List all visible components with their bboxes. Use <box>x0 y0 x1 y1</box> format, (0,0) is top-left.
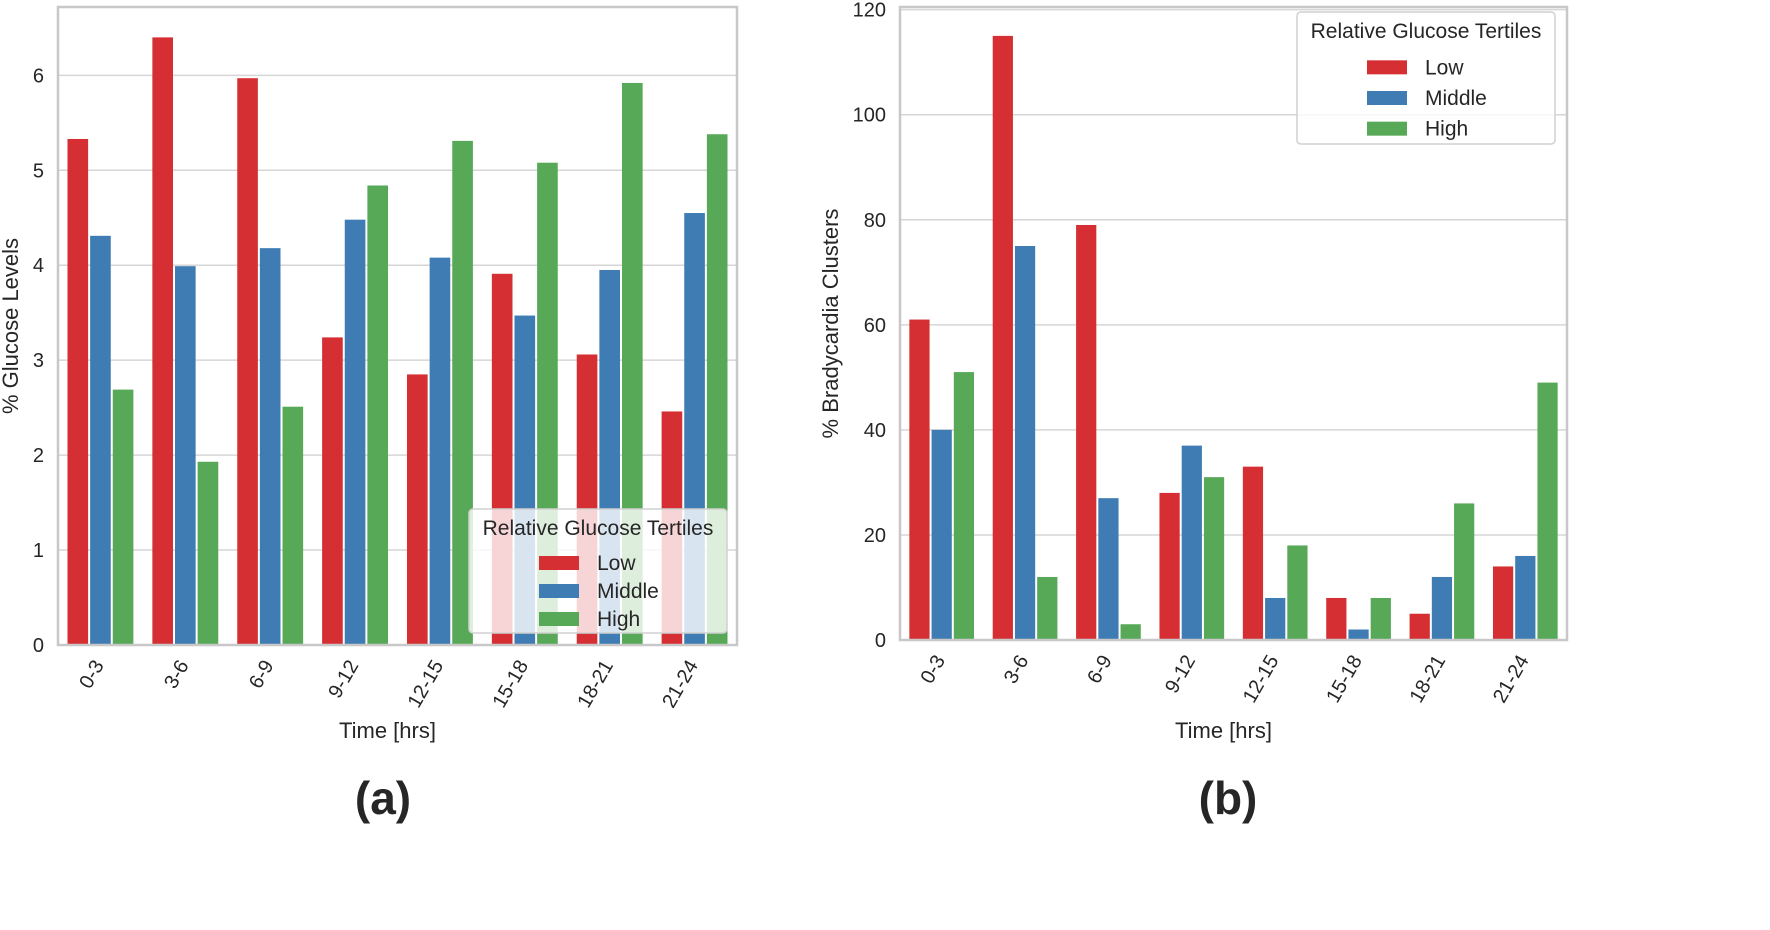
y-tick-label: 40 <box>864 420 886 442</box>
x-tick-label: 9-12 <box>1161 652 1200 698</box>
bar-low-18-21 <box>1409 613 1430 640</box>
legend: Relative Glucose Tertiles Low Middle High <box>1296 11 1556 145</box>
bar-low-6-9 <box>237 78 258 645</box>
x-tick-label: 18-21 <box>573 657 618 712</box>
bar-high-3-6 <box>197 461 219 645</box>
legend-swatch-high <box>539 612 579 626</box>
plot-frame <box>56 5 739 647</box>
bar-high-9-12 <box>1203 477 1225 640</box>
legend: Relative Glucose Tertiles Low Middle High <box>468 508 728 634</box>
y-tick-label: 3 <box>33 350 44 372</box>
legend-swatch-middle <box>1367 91 1407 105</box>
y-axis-label: % Bradycardia Clusters <box>818 209 843 439</box>
x-tick-label: 18-21 <box>1406 652 1451 707</box>
y-tick-label: 1 <box>33 540 44 562</box>
x-tick-label: 6-9 <box>1083 652 1117 688</box>
y-tick-label: 2 <box>33 445 44 467</box>
bar-low-12-15 <box>406 374 428 645</box>
legend-title: Relative Glucose Tertiles <box>483 517 714 540</box>
x-tick-label: 3-6 <box>160 657 194 693</box>
bar-middle-9-12 <box>1181 445 1202 640</box>
bar-middle-9-12 <box>344 219 366 645</box>
bar-high-18-21 <box>622 82 643 645</box>
bar-middle-0-3 <box>90 235 111 645</box>
legend-item-high: High <box>597 608 640 631</box>
bar-high-6-9 <box>282 406 304 645</box>
bar-middle-12-15 <box>429 257 451 645</box>
bar-middle-3-6 <box>1014 246 1036 640</box>
bar-low-0-3 <box>909 319 930 640</box>
x-tick-label: 15-18 <box>489 657 534 712</box>
bar-middle-0-3 <box>931 429 952 640</box>
bar-high-21-24 <box>1537 382 1558 640</box>
bar-high-0-3 <box>953 372 975 640</box>
legend-swatch-low <box>1367 60 1407 75</box>
legend-box <box>468 508 728 634</box>
bar-low-3-6 <box>152 37 173 645</box>
bar-middle-21-24 <box>1515 555 1536 640</box>
x-tick-label: 15-18 <box>1322 652 1367 707</box>
x-tick-label: 0-3 <box>917 652 951 688</box>
chart-a: 0 1 2 3 4 5 6 0-3 3-6 6-9 9-12 12-15 15-18 18-21 21-24… <box>0 5 739 824</box>
plot-frame <box>898 5 1569 642</box>
bar-high-12-15 <box>452 140 473 645</box>
bar-high-9-12 <box>367 185 389 645</box>
x-axis-label: Time [hrs] <box>1175 718 1272 743</box>
x-tick-label: 12-15 <box>1239 652 1284 707</box>
legend-item-low: Low <box>597 552 636 575</box>
bar-low-6-9 <box>1076 225 1097 640</box>
panel-label: (b) <box>1199 772 1258 824</box>
y-tick-label: 4 <box>33 255 44 277</box>
bar-middle-3-6 <box>174 266 196 645</box>
bar-middle-12-15 <box>1265 597 1286 640</box>
legend-item-middle: Middle <box>597 580 659 603</box>
legend-item-middle: Middle <box>1425 87 1487 110</box>
x-tick-label: 9-12 <box>324 657 363 703</box>
y-tick-label: 0 <box>33 635 44 657</box>
legend-box <box>1296 11 1556 145</box>
bar-high-12-15 <box>1287 545 1308 640</box>
x-tick-label: 0-3 <box>75 657 109 693</box>
bar-middle-6-9 <box>1098 498 1119 640</box>
legend-swatch-middle <box>539 584 579 598</box>
legend-item-low: Low <box>1425 56 1464 79</box>
x-tick-label: 12-15 <box>404 657 449 712</box>
y-tick-label: 5 <box>33 160 44 182</box>
y-tick-label: 80 <box>864 210 886 232</box>
legend-swatch-low <box>539 556 579 570</box>
bar-low-9-12 <box>1159 492 1180 640</box>
legend-title: Relative Glucose Tertiles <box>1311 20 1542 43</box>
bar-low-3-6 <box>992 35 1013 641</box>
x-tick-label: 3-6 <box>1000 652 1034 688</box>
bar-low-21-24 <box>1492 566 1514 640</box>
bar-high-15-18 <box>1370 597 1391 640</box>
y-tick-label: 120 <box>853 0 886 22</box>
bar-high-0-3 <box>112 389 134 645</box>
x-tick-label: 21-24 <box>658 657 703 712</box>
legend-item-high: High <box>1425 118 1468 141</box>
bar-middle-18-21 <box>1431 576 1453 640</box>
y-tick-label: 20 <box>864 525 886 547</box>
panel-label: (a) <box>355 772 411 824</box>
bar-middle-15-18 <box>1348 629 1369 640</box>
y-tick-label: 60 <box>864 315 886 337</box>
y-tick-label: 100 <box>853 105 886 127</box>
bar-low-12-15 <box>1242 466 1264 640</box>
legend-swatch-high <box>1367 121 1407 136</box>
chart-b: 0 20 40 60 80 100 120 0-3 3-6 6-9 9-12 12-15 15-18 18… <box>818 0 1569 824</box>
x-axis-label: Time [hrs] <box>339 718 436 743</box>
x-tick-label: 6-9 <box>245 657 279 693</box>
bar-low-15-18 <box>1326 597 1347 640</box>
y-tick-label: 0 <box>875 630 886 652</box>
y-tick-label: 6 <box>33 65 44 87</box>
bar-high-3-6 <box>1037 576 1058 640</box>
x-tick-label: 21-24 <box>1489 652 1534 707</box>
bar-high-6-9 <box>1120 624 1141 640</box>
bar-low-9-12 <box>322 337 343 645</box>
bar-high-18-21 <box>1454 503 1475 640</box>
bar-middle-6-9 <box>259 248 281 645</box>
bar-low-0-3 <box>67 138 89 645</box>
y-axis-label: % Glucose Levels <box>0 238 23 414</box>
